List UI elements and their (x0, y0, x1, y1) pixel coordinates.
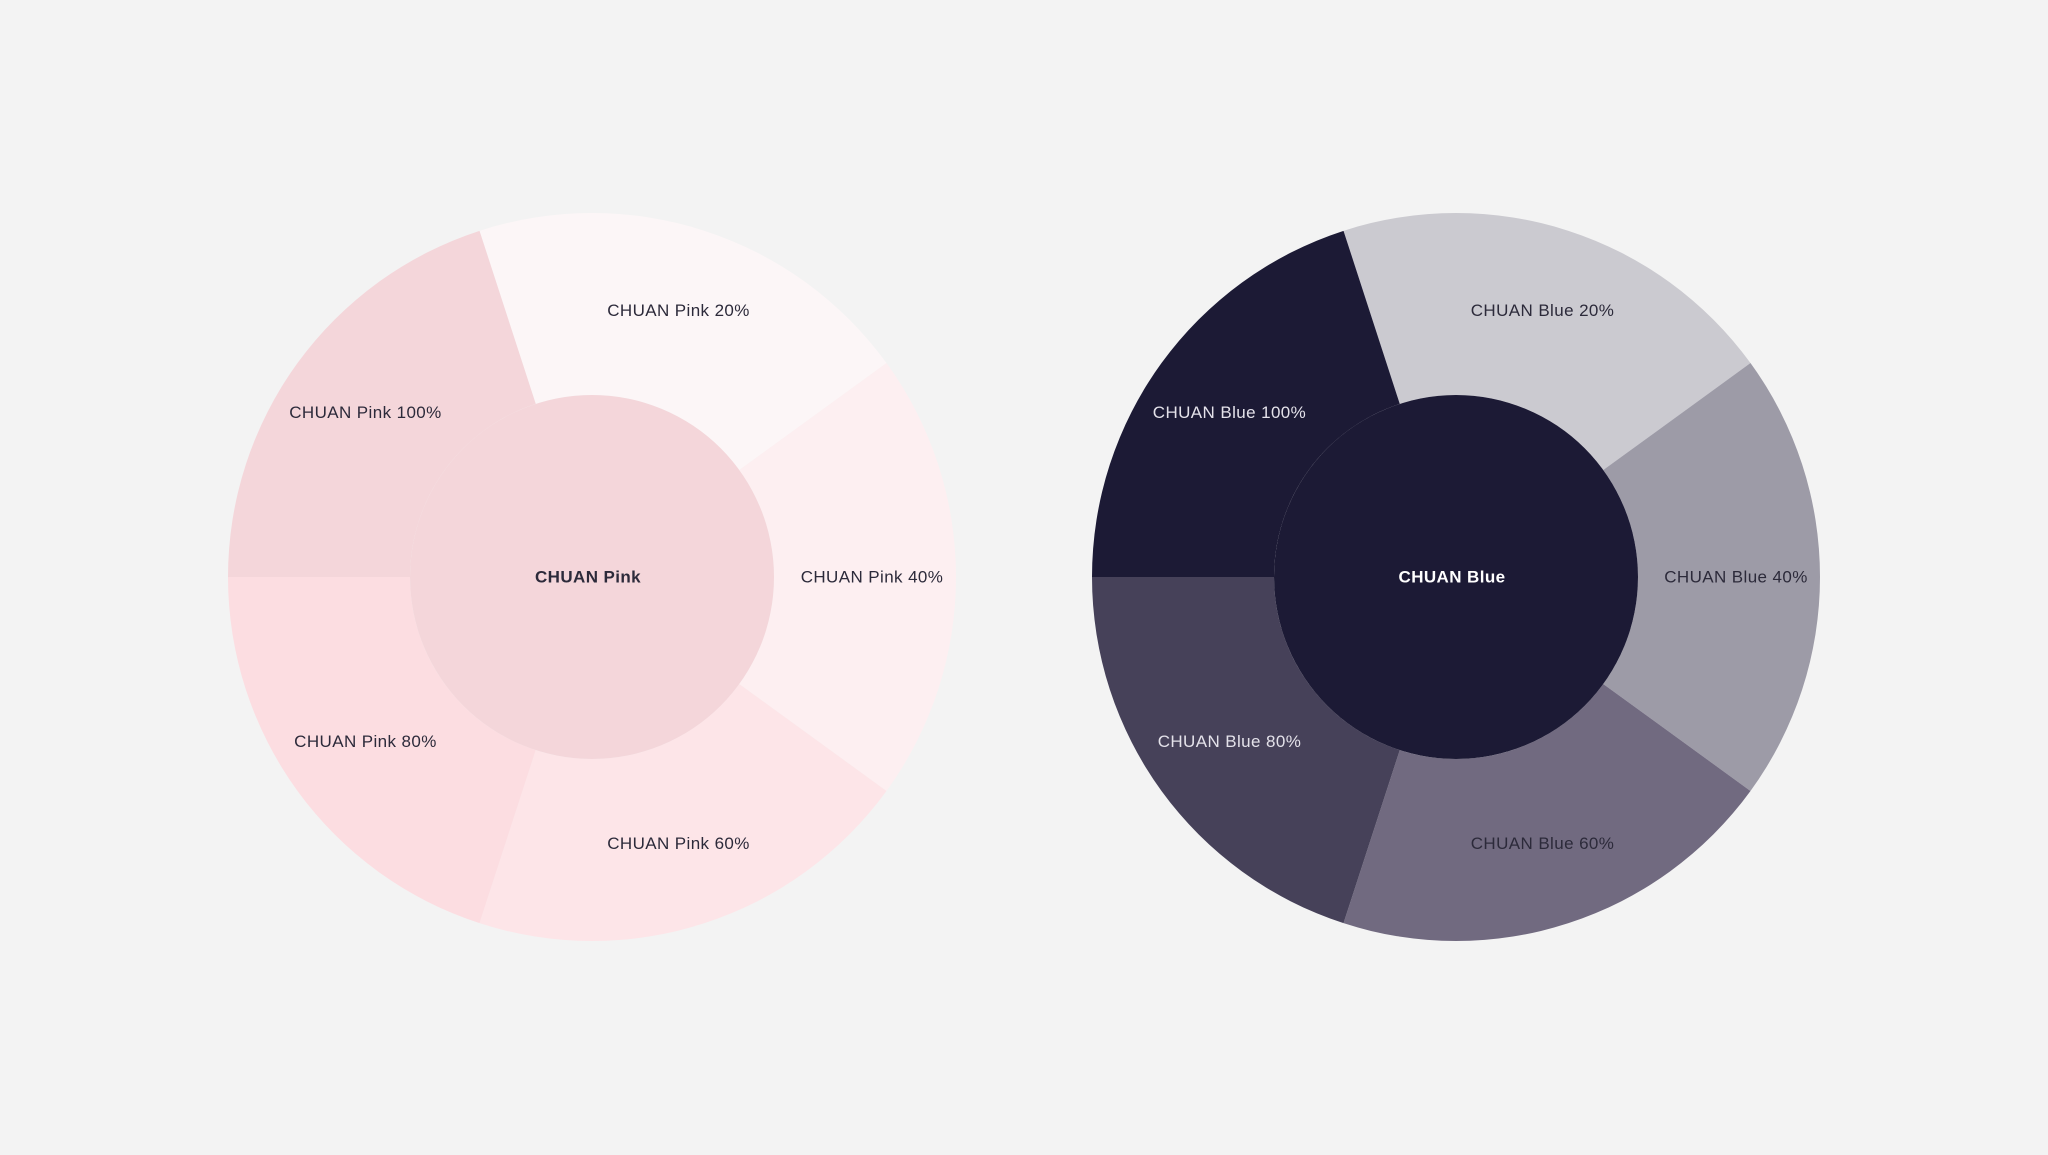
slice-label-3: CHUAN Pink 60% (607, 834, 750, 853)
slice-2 (739, 363, 957, 791)
slice-1 (1343, 212, 1751, 471)
pink-palette-donut: CHUAN Pink 20% CHUAN Pink 40% CHUAN Pink 6… (228, 213, 957, 942)
slice-label-1: CHUAN Blue 20% (1471, 301, 1615, 320)
blue-palette-donut: CHUAN Blue 20% CHUAN Blue 40% CHUAN Blue 6… (1092, 212, 1820, 942)
slice-label-2: CHUAN Pink 40% (801, 568, 944, 587)
slice-2 (1603, 363, 1820, 791)
slice-label-5: CHUAN Blue 100% (1153, 403, 1306, 422)
slice-1 (479, 213, 887, 471)
slice-5 (228, 230, 536, 577)
slice-3 (1343, 683, 1751, 942)
slice-4 (1092, 577, 1400, 924)
center-label: CHUAN Pink (535, 568, 641, 587)
center-disk (410, 395, 774, 759)
center-disk (1274, 395, 1638, 759)
slice-label-2: CHUAN Blue 40% (1664, 568, 1808, 587)
slice-label-4: CHUAN Pink 80% (294, 732, 437, 751)
slice-5 (1092, 230, 1400, 577)
slice-3 (479, 683, 887, 942)
slice-label-1: CHUAN Pink 20% (607, 301, 750, 320)
slice-label-3: CHUAN Blue 60% (1471, 834, 1615, 853)
slice-4 (228, 577, 536, 924)
slice-label-4: CHUAN Blue 80% (1158, 732, 1302, 751)
slice-label-5: CHUAN Pink 100% (289, 403, 441, 422)
center-label: CHUAN Blue (1399, 568, 1506, 587)
